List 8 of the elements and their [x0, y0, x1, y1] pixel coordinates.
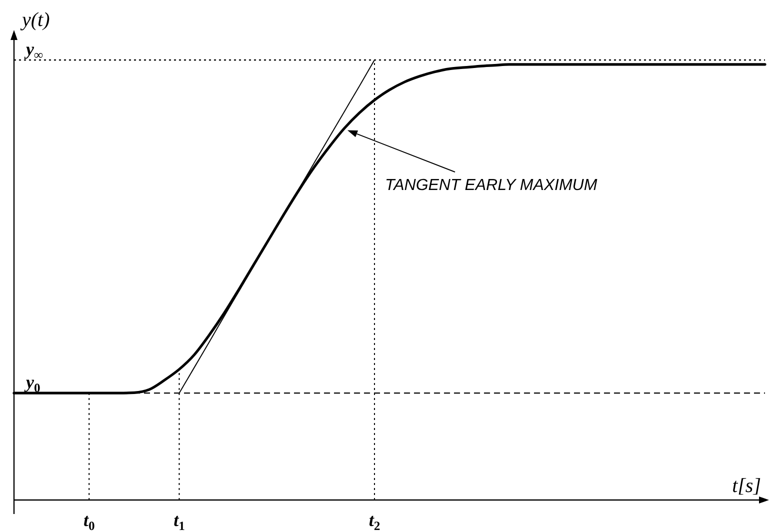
y-axis-title: y(t)	[20, 9, 50, 31]
ref-line-label: y$_{∞}$	[24, 39, 43, 62]
x-axis-title: t[s]	[732, 475, 761, 497]
annotation: TANGENT EARLY MAXIMUM	[385, 177, 598, 194]
ref-line-label: y$_{0}$	[24, 372, 40, 395]
x-tick-label: t$_{2}$	[368, 510, 380, 531]
x-tick-label: t$_{1}$	[174, 510, 185, 531]
x-tick-label: t$_{0}$	[83, 510, 95, 531]
